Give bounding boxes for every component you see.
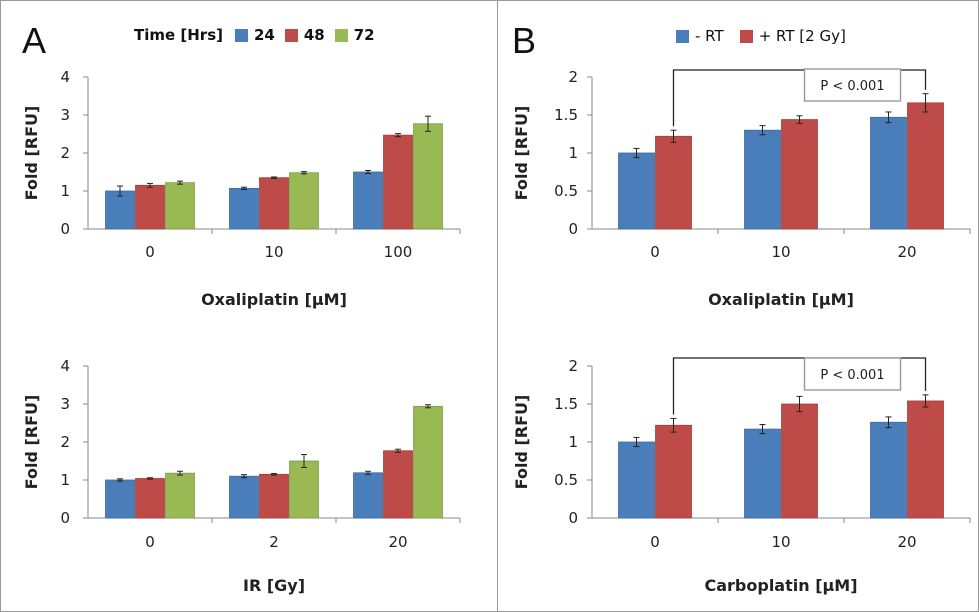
chart4-y-tick-label: 0.5 xyxy=(554,471,578,489)
chart3-annotation-text: P < 0.001 xyxy=(820,79,884,94)
chart3-x-tick-label: 0 xyxy=(650,243,660,261)
legend-b-label-plus-rt: + RT [2 Gy] xyxy=(758,27,846,45)
chart4-significance-bracket xyxy=(672,357,927,415)
chart1-bar-24-0 xyxy=(105,190,135,230)
chart3-y-tick-label: 0 xyxy=(568,220,578,238)
legend-b: - RT + RT [2 Gy] xyxy=(676,27,846,45)
chart3-bar-RT2Gy-0 xyxy=(655,135,692,230)
chart1-x-tick-label: 0 xyxy=(145,243,155,261)
chart1-y-tick-label: 2 xyxy=(60,144,70,162)
chart2-bar-48-0 xyxy=(135,478,165,519)
chart1-bar-72-100 xyxy=(413,123,443,230)
chart2-bar-72-2 xyxy=(289,460,319,519)
chart3-bar-RT-0 xyxy=(618,152,655,230)
chart4-bar-RT-20 xyxy=(870,421,907,519)
chart3-significance-bracket xyxy=(672,69,927,127)
legend-b-swatch-minus-rt xyxy=(676,29,689,43)
chart1-x-tick-label: 10 xyxy=(264,243,283,261)
panel-divider xyxy=(497,0,498,612)
chart1-x-axis-label: Oxaliplatin [μM] xyxy=(201,290,347,309)
chart4-annotation-text: P < 0.001 xyxy=(820,368,884,383)
chart4-y-tick-label: 2 xyxy=(568,357,578,375)
chart4-y-tick-label: 0 xyxy=(568,509,578,527)
chart4-y-axis-label: Fold [RFU] xyxy=(512,395,531,490)
chart2-bar-48-2 xyxy=(259,473,289,519)
chart4-bar-RT2Gy-0 xyxy=(655,424,692,519)
chart1-y-tick-label: 3 xyxy=(60,106,70,124)
legend-a-swatch-72 xyxy=(334,28,348,42)
chart1-bar-72-10 xyxy=(289,172,319,230)
chart2-y-tick-label: 3 xyxy=(60,395,70,413)
chart1-y-tick-label: 1 xyxy=(60,182,70,200)
chart3-bar-RT2Gy-10 xyxy=(781,119,818,230)
legend-a-swatch-24 xyxy=(235,28,248,42)
panel-label-b: B xyxy=(512,20,537,61)
chart4-x-tick-label: 10 xyxy=(771,533,790,551)
chart4-bar-RT2Gy-10 xyxy=(781,403,818,519)
chart1-bar-24-10 xyxy=(229,187,259,230)
chart1-bar-24-100 xyxy=(353,171,383,230)
chart2-bar-24-20 xyxy=(353,472,383,519)
chart4-annotation-box xyxy=(803,357,902,391)
chart2-y-tick-label: 4 xyxy=(60,357,70,375)
chart2-bar-72-20 xyxy=(413,405,443,519)
chart3-annotation-box xyxy=(803,68,902,102)
chart1-y-axis-label: Fold [RFU] xyxy=(22,106,41,201)
chart3-y-tick-label: 1 xyxy=(568,144,578,162)
chart3-y-tick-label: 2 xyxy=(568,68,578,86)
chart3-x-axis-label: Oxaliplatin [μM] xyxy=(708,290,854,309)
chart3-bar-RT-10 xyxy=(744,129,781,230)
legend-b-label-minus-rt: - RT xyxy=(695,27,724,45)
chart3-y-axis-label: Fold [RFU] xyxy=(512,106,531,201)
chart1-bar-48-10 xyxy=(259,177,289,230)
legend-a-swatch-48 xyxy=(284,28,298,42)
chart1-x-tick-label: 100 xyxy=(384,243,413,261)
chart4-y-tick-label: 1 xyxy=(568,433,578,451)
chart4-x-tick-label: 0 xyxy=(650,533,660,551)
legend-a-label-48: 48 xyxy=(303,26,325,44)
chart1-y-tick-label: 0 xyxy=(60,220,70,238)
chart2-x-tick-label: 2 xyxy=(269,533,279,551)
chart2-x-tick-label: 0 xyxy=(145,533,155,551)
chart2-x-axis-label: IR [Gy] xyxy=(243,576,305,595)
chart1-bar-48-100 xyxy=(383,134,413,230)
legend-a: Time [Hrs] 24 48 72 xyxy=(134,26,375,44)
chart2-y-axis-label: Fold [RFU] xyxy=(22,395,41,490)
legend-a-title: Time [Hrs] xyxy=(134,26,223,44)
chart4-y-tick-label: 1.5 xyxy=(554,395,578,413)
chart4-bar-RT-0 xyxy=(618,441,655,519)
chart4-x-tick-label: 20 xyxy=(897,533,916,551)
chart2-bar-24-2 xyxy=(229,475,259,519)
chart4-x-axis-label: Carboplatin [μM] xyxy=(704,576,857,595)
chart2-y-tick-label: 1 xyxy=(60,471,70,489)
chart2-bar-72-0 xyxy=(165,472,195,519)
chart2-bar-24-0 xyxy=(105,479,135,519)
chart4-bar-RT2Gy-20 xyxy=(907,400,944,519)
chart3-y-tick-label: 1.5 xyxy=(554,106,578,124)
chart4-bar-RT-10 xyxy=(744,428,781,519)
legend-b-swatch-plus-rt xyxy=(739,29,753,43)
legend-a-label-24: 24 xyxy=(254,26,275,44)
chart2-y-tick-label: 0 xyxy=(60,509,70,527)
chart2-x-tick-label: 20 xyxy=(388,533,407,551)
chart3-x-tick-label: 10 xyxy=(771,243,790,261)
chart3-bar-RT2Gy-20 xyxy=(907,102,944,230)
chart3-x-tick-label: 20 xyxy=(897,243,916,261)
legend-a-label-72: 72 xyxy=(353,26,375,44)
chart2-bar-48-20 xyxy=(383,450,413,519)
chart3-y-tick-label: 0.5 xyxy=(554,182,578,200)
panel-label-a: A xyxy=(22,20,47,61)
chart1-y-tick-label: 4 xyxy=(60,68,70,86)
chart1-bar-72-0 xyxy=(165,182,195,230)
chart3-bar-RT-20 xyxy=(870,116,907,230)
chart2-y-tick-label: 2 xyxy=(60,433,70,451)
chart1-bar-48-0 xyxy=(135,184,165,230)
